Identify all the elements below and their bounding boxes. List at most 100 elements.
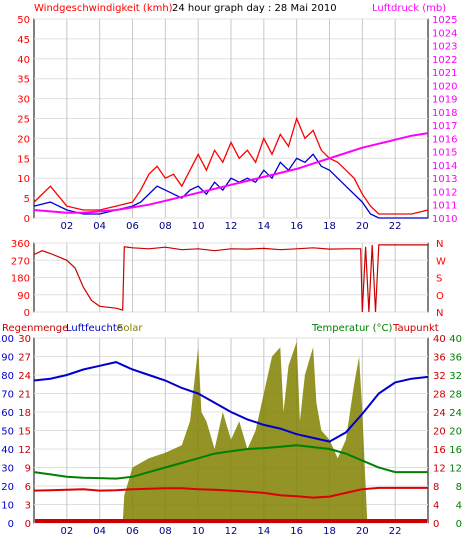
pressure-axis-label: Luftdruck (mb)	[372, 3, 446, 14]
series-windgeschwindigkeit	[33, 116, 429, 215]
dewpoint-tick-label: 8	[433, 482, 439, 493]
humidity-tick-label: 30	[1, 464, 14, 475]
rain-tick-label: 21	[18, 390, 31, 401]
series-taupunkt	[33, 486, 428, 499]
dewpoint-tick-label: 40	[433, 334, 446, 345]
pressure-tick-label: 1024	[432, 28, 457, 39]
temperature-tick-label: 28	[449, 390, 462, 401]
dewpoint-tick-label: 4	[433, 501, 439, 512]
p3-x-tick-label: 16	[290, 526, 303, 537]
p1-x-tick-label: 12	[225, 221, 238, 232]
pressure-tick-label: 1012	[432, 187, 457, 198]
dewpoint-tick-label: 28	[433, 390, 446, 401]
series-regenmenge	[35, 519, 427, 523]
temperature-label: Temperatur (°C)	[311, 323, 392, 334]
compass-tick-label: O	[436, 291, 444, 302]
wind-speed-tick-label: 5	[24, 194, 30, 205]
p3-x-tick-label: 20	[356, 526, 369, 537]
humidity-tick-label: 100	[0, 334, 14, 345]
dewpoint-tick-label: 32	[433, 371, 446, 382]
compass-tick-label: W	[436, 256, 446, 267]
pressure-tick-label: 1016	[432, 134, 457, 145]
pressure-tick-label: 1019	[432, 95, 457, 106]
rain-tick-label: 12	[18, 445, 31, 456]
wind-speed-tick-label: 0	[24, 214, 30, 225]
pressure-tick-label: 1013	[432, 174, 457, 185]
p1-x-tick-label: 08	[159, 221, 172, 232]
rain-tick-label: 9	[25, 464, 31, 475]
dewpoint-label: Taupunkt	[392, 323, 439, 334]
rain-tick-label: 15	[18, 427, 31, 438]
humidity-tick-label: 80	[1, 371, 14, 382]
wind-direction-tick-label: 90	[17, 291, 30, 302]
pressure-tick-label: 1022	[432, 55, 457, 66]
wind-speed-tick-label: 35	[17, 75, 30, 86]
dewpoint-tick-label: 20	[433, 427, 446, 438]
wind-speed-tick-label: 20	[17, 134, 30, 145]
p3-x-tick-label: 08	[159, 526, 172, 537]
wind-speed-tick-label: 30	[17, 95, 30, 106]
dewpoint-tick-label: 0	[433, 519, 439, 530]
rain-tick-label: 27	[18, 353, 31, 364]
compass-tick-label: S	[436, 274, 442, 285]
pressure-tick-label: 1010	[432, 214, 457, 225]
wind-pressure-panel: Windgeschwindigkeit (kmh) 24 hour graph …	[17, 3, 457, 232]
humidity-label: Luftfeuchte	[66, 323, 123, 334]
p3-x-tick-label: 04	[93, 526, 106, 537]
humidity-tick-label: 20	[1, 482, 14, 493]
humidity-tick-label: 40	[1, 445, 14, 456]
series-luftfeuchte	[33, 361, 429, 443]
humidity-tick-label: 60	[1, 408, 14, 419]
pressure-tick-label: 1020	[432, 81, 457, 92]
chart-title: 24 hour graph day : 28 Mai 2010	[172, 3, 337, 14]
wind-speed-tick-label: 50	[17, 15, 30, 26]
temperature-tick-label: 40	[449, 334, 462, 345]
wind-speed-tick-label: 15	[17, 154, 30, 165]
p3-x-tick-label: 22	[389, 526, 402, 537]
series-windgeschwindigkeit-mittel	[33, 153, 428, 219]
wind-speed-tick-label: 25	[17, 115, 30, 126]
rain-label: Regenmenge	[2, 323, 68, 334]
p1-x-tick-label: 14	[257, 221, 270, 232]
dewpoint-tick-label: 12	[433, 464, 446, 475]
wind-direction-tick-label: 0	[24, 308, 30, 319]
p1-x-tick-label: 02	[60, 221, 73, 232]
rain-tick-label: 24	[18, 371, 31, 382]
series-wind-direction	[33, 244, 428, 313]
p3-x-tick-label: 14	[257, 526, 270, 537]
series-luftdruck	[33, 132, 429, 214]
p3-x-tick-label: 02	[60, 526, 73, 537]
wind-direction-tick-label: 180	[11, 274, 30, 285]
temperature-tick-label: 8	[456, 482, 462, 493]
p1-x-tick-label: 16	[290, 221, 303, 232]
wind-speed-tick-label: 45	[17, 35, 30, 46]
rain-tick-label: 0	[25, 519, 31, 530]
compass-tick-label: N	[436, 308, 443, 319]
dewpoint-tick-label: 24	[433, 408, 446, 419]
dewpoint-tick-label: 36	[433, 353, 446, 364]
p3-x-tick-label: 06	[126, 526, 139, 537]
humidity-tick-label: 50	[1, 427, 14, 438]
pressure-tick-label: 1023	[432, 42, 457, 53]
temperature-tick-label: 16	[449, 445, 462, 456]
pressure-tick-label: 1014	[432, 161, 457, 172]
p1-x-tick-label: 20	[356, 221, 369, 232]
temperature-tick-label: 20	[449, 427, 462, 438]
p1-x-tick-label: 18	[323, 221, 336, 232]
dewpoint-tick-label: 16	[433, 445, 446, 456]
wind-direction-panel: 0 N 90 O 180 S 270 W 360 N	[11, 239, 446, 319]
pressure-tick-label: 1017	[432, 121, 457, 132]
humidity-tick-label: 90	[1, 353, 14, 364]
pressure-tick-label: 1011	[432, 201, 457, 212]
series-temperatur	[33, 444, 428, 480]
temperature-tick-label: 36	[449, 353, 462, 364]
pressure-tick-label: 1021	[432, 68, 457, 79]
temperature-tick-label: 4	[456, 501, 462, 512]
solar-label: Solar	[117, 323, 143, 334]
p3-x-tick-label: 12	[225, 526, 238, 537]
humidity-tick-label: 70	[1, 390, 14, 401]
p1-x-tick-label: 06	[126, 221, 139, 232]
temperature-tick-label: 12	[449, 464, 462, 475]
